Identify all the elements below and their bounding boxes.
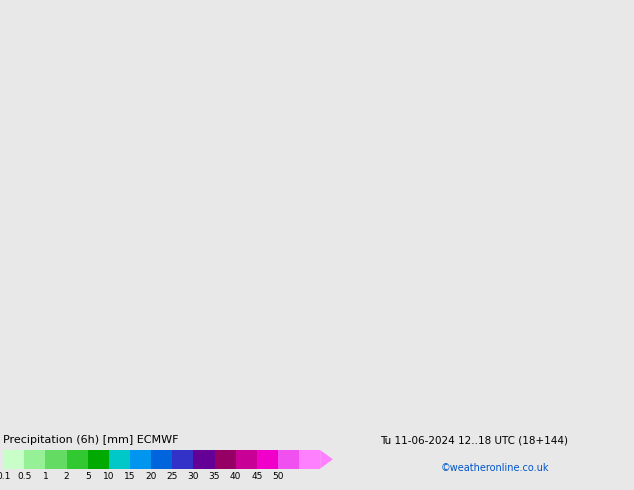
Bar	[3, 450, 24, 468]
Bar	[67, 450, 87, 468]
Bar	[193, 450, 214, 468]
Bar	[172, 450, 193, 468]
Text: Tu 11-06-2024 12..18 UTC (18+144): Tu 11-06-2024 12..18 UTC (18+144)	[380, 435, 569, 445]
Text: 1: 1	[42, 472, 48, 481]
Text: 0.1: 0.1	[0, 472, 10, 481]
Text: 35: 35	[209, 472, 220, 481]
Bar	[214, 450, 236, 468]
Text: 25: 25	[167, 472, 178, 481]
Text: 2: 2	[64, 472, 69, 481]
Text: 30: 30	[188, 472, 199, 481]
Text: 20: 20	[145, 472, 157, 481]
Bar	[299, 450, 320, 468]
Bar	[278, 450, 299, 468]
Bar	[109, 450, 130, 468]
Bar	[87, 450, 109, 468]
Bar	[46, 450, 67, 468]
Bar	[151, 450, 172, 468]
Text: 50: 50	[272, 472, 283, 481]
Text: 10: 10	[103, 472, 115, 481]
Text: 0.5: 0.5	[17, 472, 32, 481]
Bar	[24, 450, 46, 468]
Bar	[236, 450, 257, 468]
Text: Precipitation (6h) [mm] ECMWF: Precipitation (6h) [mm] ECMWF	[3, 435, 179, 445]
Text: 15: 15	[124, 472, 136, 481]
Text: 45: 45	[251, 472, 262, 481]
Polygon shape	[320, 450, 333, 468]
Bar	[257, 450, 278, 468]
Bar	[130, 450, 151, 468]
Text: ©weatheronline.co.uk: ©weatheronline.co.uk	[441, 463, 549, 473]
Text: 5: 5	[85, 472, 91, 481]
Text: 40: 40	[230, 472, 242, 481]
